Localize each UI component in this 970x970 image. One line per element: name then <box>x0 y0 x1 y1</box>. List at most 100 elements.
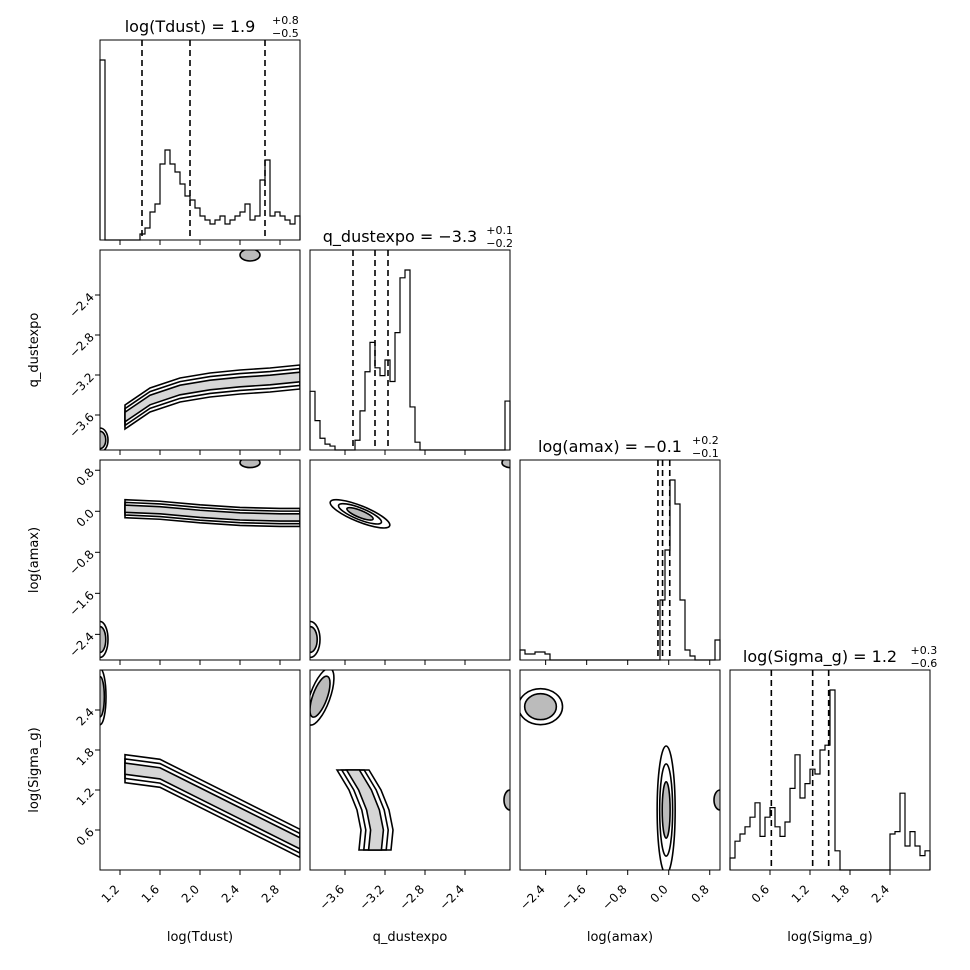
error-minus: −0.6 <box>911 657 938 670</box>
x-axis-label: q_dustexpo <box>373 930 448 945</box>
contour-group <box>100 670 300 859</box>
error-plus: +0.1 <box>486 224 513 237</box>
y-axis-label: log(amax) <box>27 527 42 593</box>
histogram-panel-1: q_dustexpo = −3.3 +0.1−0.2 <box>309 224 513 451</box>
contour-level <box>501 460 510 469</box>
histogram-title-3: log(Sigma_g) = 1.2 <box>743 647 897 667</box>
contour-level <box>340 769 390 851</box>
contour-level <box>100 670 107 726</box>
panel-background <box>100 40 300 240</box>
x-tick-label: 0.0 <box>647 882 670 905</box>
x-tick-label: 1.6 <box>139 882 162 905</box>
contour-level <box>503 789 510 811</box>
contour-level <box>661 781 671 839</box>
scatter-panel-3-0 <box>99 669 301 871</box>
x-tick-label: 2.8 <box>259 882 282 905</box>
contour-level <box>520 687 564 726</box>
error-minus: −0.5 <box>272 27 299 40</box>
panel-frame <box>309 459 511 661</box>
x-tick-label: 1.2 <box>789 882 812 905</box>
contour-level <box>345 769 385 851</box>
histogram-panel-3: log(Sigma_g) = 1.2 +0.3−0.6 <box>729 644 938 871</box>
x-tick-label: 0.6 <box>749 882 772 905</box>
scatter-panel-2-0 <box>99 459 301 661</box>
histogram-title-2: log(amax) = −0.1 <box>538 437 682 456</box>
contour-level <box>335 769 394 851</box>
contour-level <box>239 460 261 469</box>
scatter-panel-1-0 <box>99 249 301 451</box>
contour-level <box>124 753 300 859</box>
y-tick-label: 0.6 <box>74 825 97 848</box>
panel-frame <box>519 669 721 871</box>
x-tick-label: −3.6 <box>317 882 348 913</box>
scatter-panel-2-1 <box>309 459 511 661</box>
x-axis-label: log(Sigma_g) <box>787 930 872 945</box>
x-tick-label: −2.4 <box>517 882 548 913</box>
histogram-step-line <box>99 59 301 241</box>
y-tick-label: 1.2 <box>74 785 97 808</box>
y-tick-label: −2.4 <box>66 629 97 660</box>
y-tick-label: 0.8 <box>74 465 97 488</box>
y-tick-label: −2.8 <box>66 330 97 361</box>
contour-level <box>124 504 300 522</box>
panel-background <box>520 460 720 660</box>
histogram-title-0: log(Tdust) = 1.9 <box>125 17 256 36</box>
y-tick-label: −3.2 <box>66 370 97 401</box>
contour-group <box>520 687 720 870</box>
contour-level <box>310 670 335 726</box>
contour-level <box>239 250 261 262</box>
panel-frame <box>309 249 511 451</box>
contour-group <box>310 460 510 659</box>
y-tick-label: 1.8 <box>74 745 97 768</box>
contour-level <box>100 625 107 654</box>
contour-level <box>658 763 674 857</box>
panel-frame <box>309 669 511 871</box>
panel-background <box>310 460 510 660</box>
panel-frame <box>519 459 721 661</box>
x-tick-label: −2.8 <box>397 882 428 913</box>
error-plus: +0.8 <box>272 14 299 27</box>
error-minus: −0.2 <box>486 237 513 250</box>
y-tick-label: 0.0 <box>74 506 97 529</box>
contour-group <box>100 460 300 659</box>
x-tick-label: 2.0 <box>179 882 202 905</box>
x-axis-label: log(Tdust) <box>167 930 233 945</box>
contour-level <box>100 430 107 450</box>
panel-background <box>100 250 300 450</box>
histogram-panel-0: log(Tdust) = 1.9 +0.8−0.5 <box>99 14 301 241</box>
error-minus: −0.1 <box>692 447 719 460</box>
panel-background <box>100 460 300 660</box>
x-tick-label: 2.4 <box>219 882 242 905</box>
x-tick-label: 1.2 <box>99 882 122 905</box>
x-tick-label: 0.8 <box>688 882 711 905</box>
error-plus: +0.2 <box>692 434 719 447</box>
x-tick-label: −3.2 <box>357 882 388 913</box>
scatter-panel-3-1 <box>309 669 511 871</box>
contour-level <box>100 427 109 450</box>
y-axis-label: q_dustexpo <box>27 313 42 388</box>
contour-level <box>124 762 300 850</box>
contour-level <box>100 620 109 659</box>
x-tick-label: 1.8 <box>829 882 852 905</box>
x-tick-label: 2.4 <box>869 882 892 905</box>
y-tick-label: −3.6 <box>66 410 97 441</box>
histogram-panel-2: log(amax) = −0.1 +0.2−0.1 <box>519 434 721 661</box>
x-tick-label: −0.8 <box>599 882 630 913</box>
x-tick-label: −2.4 <box>437 882 468 913</box>
contour-level <box>124 367 300 427</box>
contour-level <box>124 501 300 525</box>
contour-level <box>310 675 331 718</box>
contour-level <box>713 789 720 811</box>
contour-level <box>310 625 318 654</box>
y-axis-label: log(Sigma_g) <box>27 727 42 812</box>
contour-level <box>124 498 300 528</box>
contour-level <box>124 364 300 431</box>
contour-level <box>124 757 300 855</box>
contour-group <box>100 250 300 450</box>
y-tick-label: −0.8 <box>66 547 97 578</box>
contour-level <box>656 745 676 870</box>
contour-level <box>329 498 391 529</box>
y-tick-label: 2.4 <box>74 705 97 728</box>
contour-level <box>346 506 374 521</box>
